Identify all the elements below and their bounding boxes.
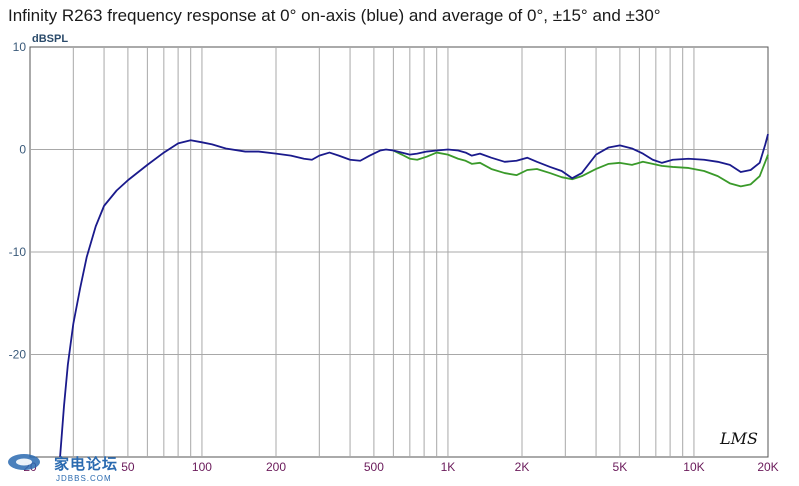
- y-tick-label: 10: [13, 40, 27, 54]
- series-line: [59, 133, 769, 458]
- lms-annotation: LMS: [719, 429, 758, 448]
- y-axis-label: dBSPL: [32, 33, 69, 45]
- x-tick-label: 200: [266, 460, 286, 474]
- watermark-sub: JDBBS.COM: [56, 474, 112, 483]
- x-tick-label: 5K: [613, 460, 628, 474]
- y-tick-label: -10: [9, 245, 27, 259]
- x-tick-label: 50: [121, 460, 135, 474]
- x-tick-label: 2K: [515, 460, 530, 474]
- x-tick-label: 10K: [683, 460, 704, 474]
- x-tick-label: 20K: [757, 460, 778, 474]
- series-line: [392, 149, 769, 188]
- series-group: [59, 133, 769, 458]
- grid-lines: [30, 47, 768, 457]
- x-tick-label: 500: [364, 460, 384, 474]
- watermark-text: 家电论坛: [54, 456, 119, 473]
- x-tick-label: 1K: [441, 460, 456, 474]
- chart-title: Infinity R263 frequency response at 0° o…: [8, 6, 661, 25]
- y-tick-label: 0: [19, 143, 26, 157]
- watermark-logo: [8, 454, 40, 470]
- y-tick-labels: 10 0 -10 -20: [9, 40, 27, 362]
- x-tick-label: 100: [192, 460, 212, 474]
- y-tick-label: -20: [9, 348, 27, 362]
